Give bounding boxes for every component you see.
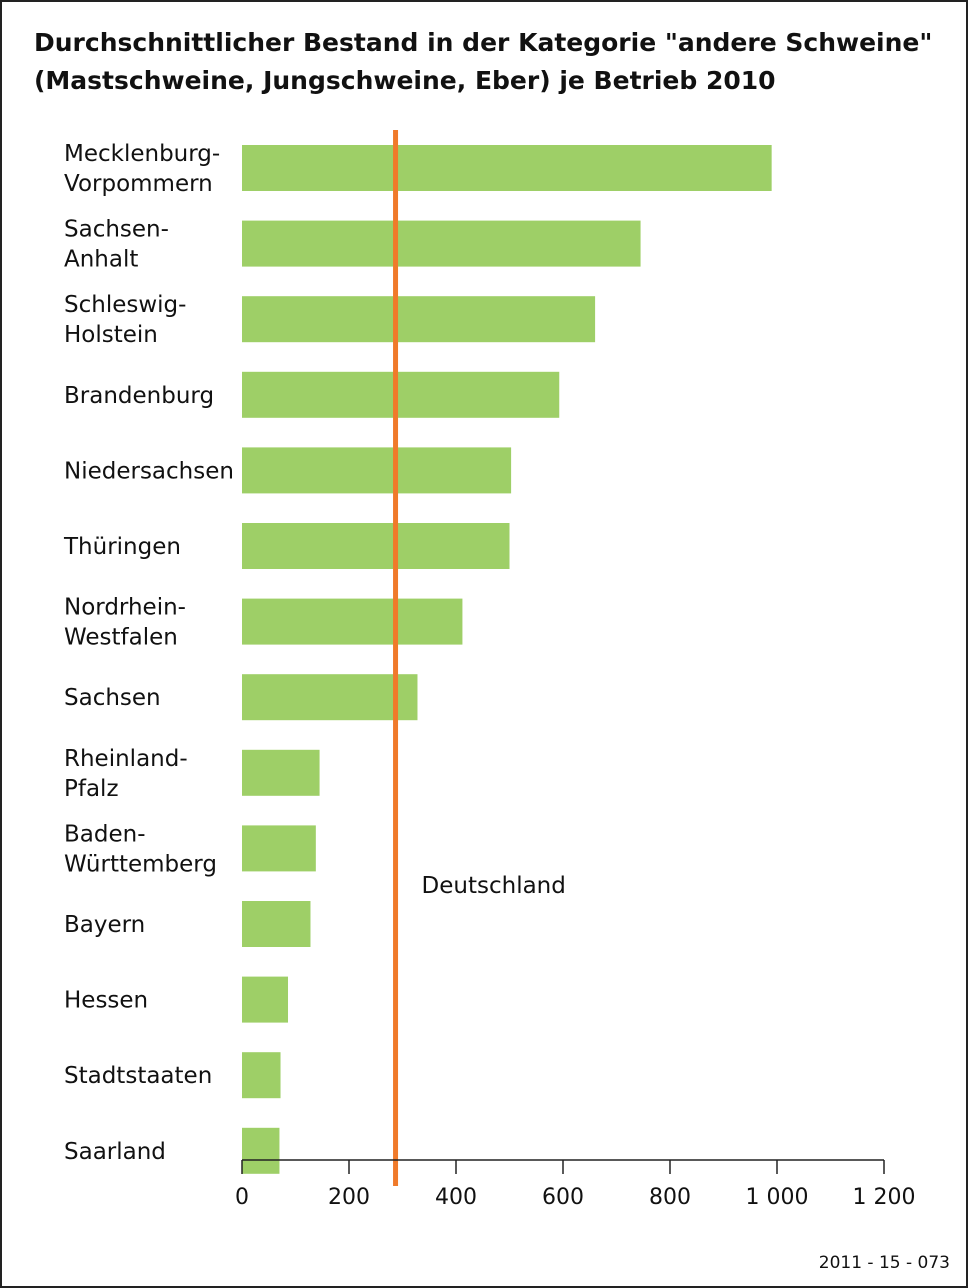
bar-8 <box>242 749 320 796</box>
category-label-9-line-0: Baden- <box>64 821 146 847</box>
bar-10 <box>242 901 311 947</box>
bar-9 <box>242 825 316 872</box>
chart-title-line-1: Durchschnittlicher Bestand in der Katego… <box>34 28 933 57</box>
category-label-7: Sachsen <box>64 685 161 711</box>
category-label-6: Nordrhein- Westfalen <box>64 595 186 651</box>
bar-5 <box>242 523 510 569</box>
x-tick-label-0: 0 <box>235 1185 249 1210</box>
category-label-2-line-0: Schleswig- <box>64 292 186 318</box>
category-label-1: Sachsen- Anhalt <box>64 217 169 273</box>
bar-7 <box>242 674 418 721</box>
bar-0 <box>242 145 772 191</box>
category-label-5-line-0: Thüringen <box>63 534 181 560</box>
category-label-13-line-0: Saarland <box>64 1139 166 1165</box>
x-tick-label-4: 800 <box>649 1185 691 1210</box>
category-label-10-line-0: Bayern <box>64 912 145 938</box>
footer-code: 2011 - 15 - 073 <box>819 1253 950 1273</box>
category-label-6-line-0: Nordrhein- <box>64 595 186 621</box>
x-tick-label-1: 200 <box>328 1185 370 1210</box>
category-label-12-line-0: Stadtstaaten <box>64 1063 212 1089</box>
category-label-1-line-0: Sachsen- <box>64 217 169 243</box>
bar-4 <box>242 447 512 494</box>
x-tick-label-2: 400 <box>435 1185 477 1210</box>
category-label-2-line-1: Holstein <box>64 322 158 348</box>
bar-11 <box>242 976 289 1023</box>
category-label-9-line-1: Württemberg <box>64 851 217 877</box>
x-tick-label-6: 1 200 <box>853 1185 916 1210</box>
bar-13 <box>242 1127 280 1174</box>
category-label-9: Baden- Württemberg <box>64 821 217 877</box>
category-label-8-line-1: Pfalz <box>64 776 119 802</box>
category-label-8-line-0: Rheinland- <box>64 746 188 772</box>
category-label-12: Stadtstaaten <box>64 1063 212 1089</box>
category-label-11-line-0: Hessen <box>64 988 148 1014</box>
category-label-7-line-0: Sachsen <box>64 685 161 711</box>
bar-6 <box>242 598 463 645</box>
category-label-2: Schleswig- Holstein <box>64 292 186 348</box>
bar-3 <box>242 371 560 418</box>
x-tick-label-3: 600 <box>542 1185 584 1210</box>
bar-2 <box>242 296 596 343</box>
reference-line-label: Deutschland <box>422 873 566 899</box>
category-label-4-line-0: Niedersachsen <box>64 458 234 484</box>
bars-group <box>242 145 772 1174</box>
chart-title-line-2: (Mastschweine, Jungschweine, Eber) je Be… <box>34 66 776 95</box>
category-label-3: Brandenburg <box>64 383 214 409</box>
category-label-4: Niedersachsen <box>64 458 234 484</box>
category-label-0-line-0: Mecklenburg- <box>64 141 220 167</box>
x-tick-label-5: 1 000 <box>746 1185 809 1210</box>
bar-12 <box>242 1052 281 1099</box>
category-label-1-line-1: Anhalt <box>64 247 138 273</box>
category-label-6-line-1: Westfalen <box>64 625 178 651</box>
category-label-3-line-0: Brandenburg <box>64 383 214 409</box>
category-label-0: Mecklenburg- Vorpommern <box>64 141 220 197</box>
category-label-8: Rheinland- Pfalz <box>64 746 188 802</box>
category-label-13: Saarland <box>64 1139 166 1165</box>
category-label-11: Hessen <box>64 988 148 1014</box>
bar-1 <box>242 220 641 267</box>
category-labels: Mecklenburg- Vorpommern Sachsen- Anhalt Schl… <box>63 141 234 1165</box>
category-label-10: Bayern <box>64 912 145 938</box>
x-axis-ticks: 0 200 400 600 800 1 000 1 200 <box>235 1160 915 1210</box>
chart-title: Durchschnittlicher Bestand in der Katego… <box>34 24 934 100</box>
category-label-0-line-1: Vorpommern <box>64 171 213 197</box>
category-label-5: Thüringen <box>63 534 181 560</box>
